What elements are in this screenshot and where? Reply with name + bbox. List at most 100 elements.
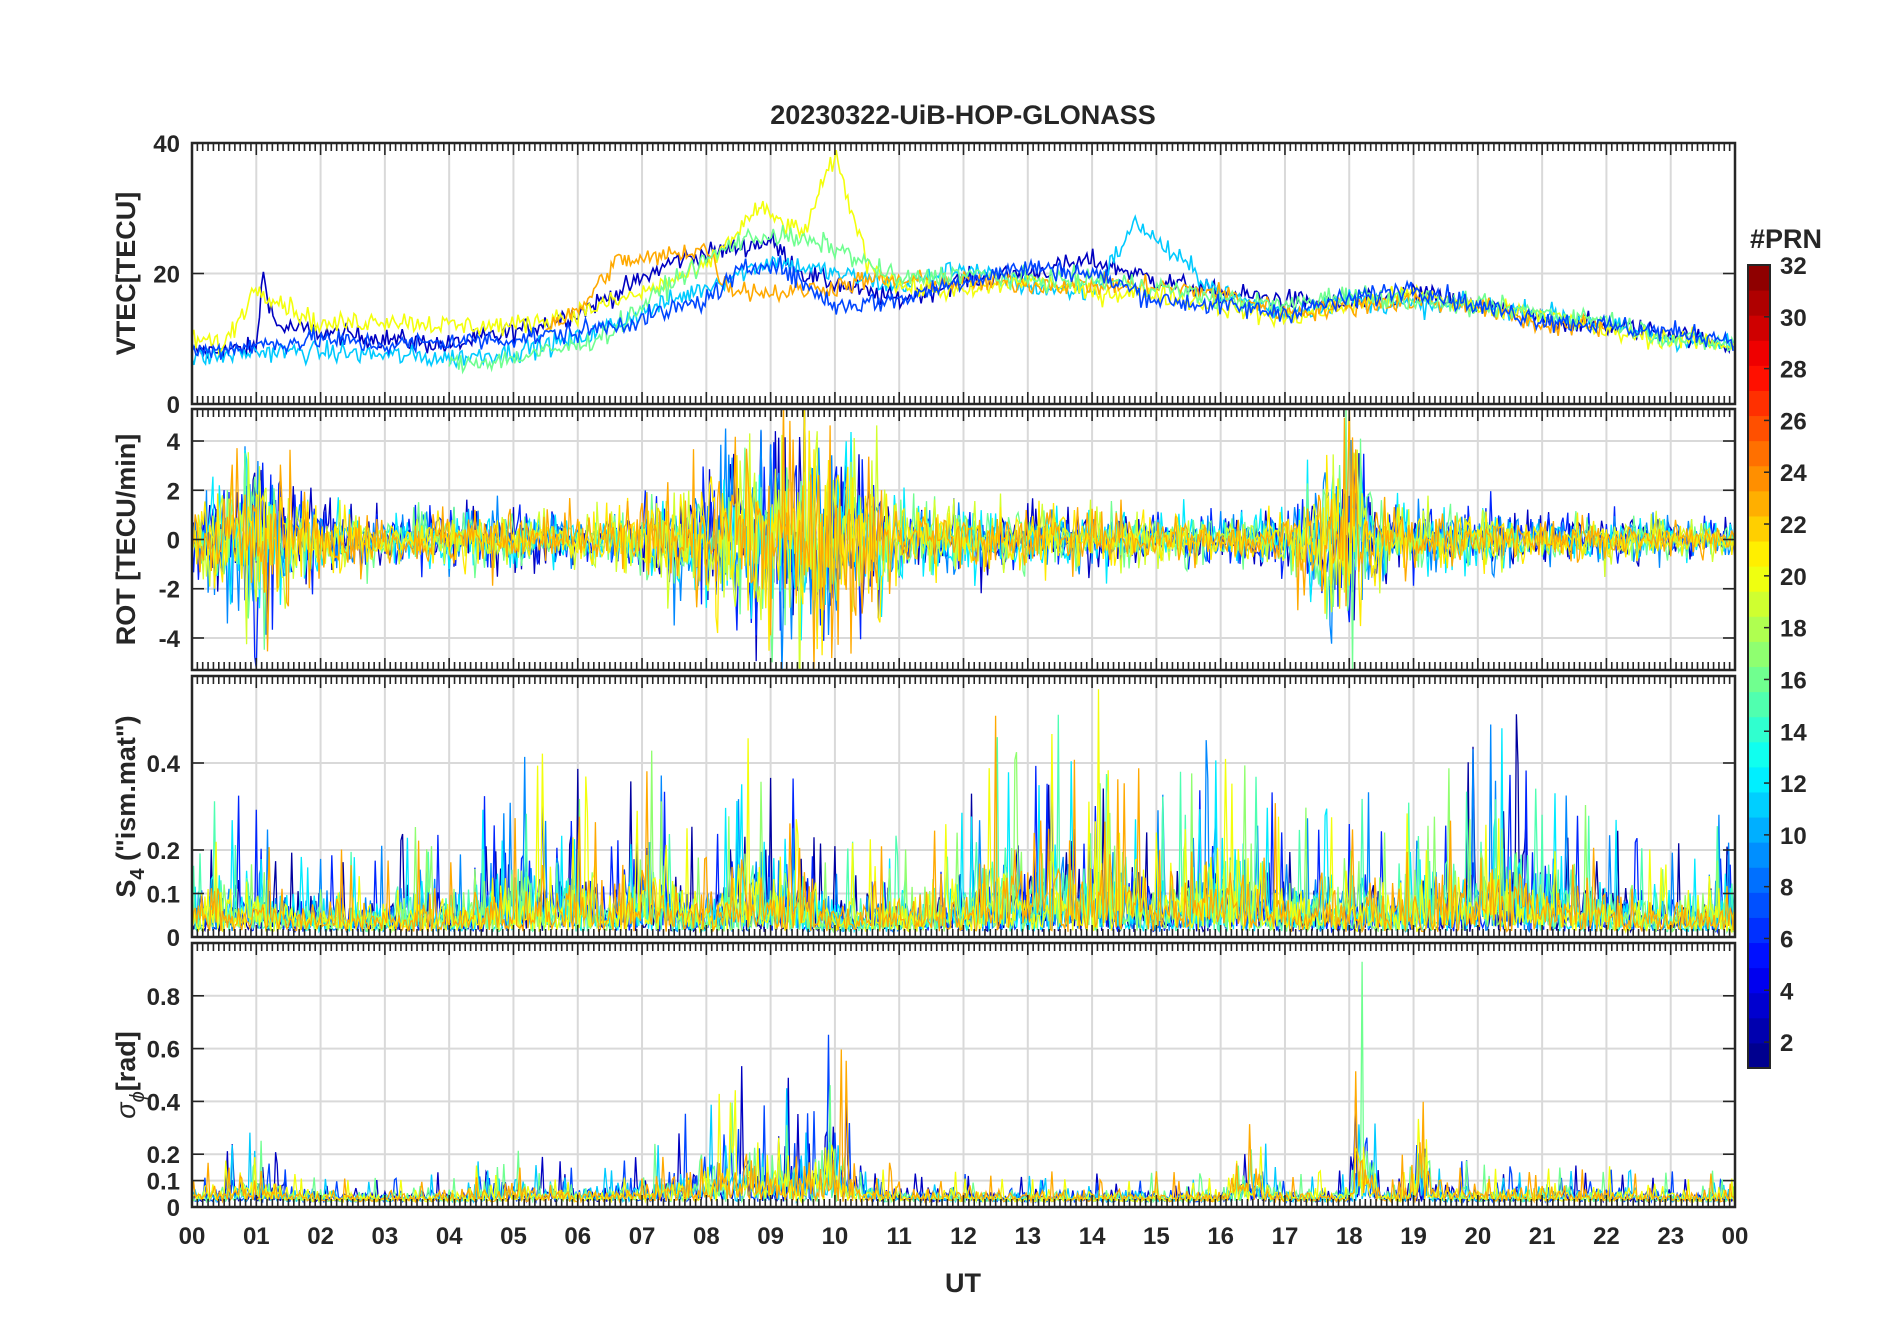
colorbar-segment — [1748, 741, 1770, 768]
colorbar-tick-label: 14 — [1780, 719, 1807, 746]
x-tick-label: 08 — [693, 1223, 720, 1250]
y-tick-label: -2 — [159, 577, 180, 604]
y-ticks — [192, 994, 1735, 1208]
colorbar-segment — [1748, 1042, 1770, 1069]
x-ticks — [191, 676, 1736, 937]
y-axis-label: VTEC[TECU] — [111, 192, 141, 356]
x-axis-label: UT — [945, 1268, 981, 1298]
colorbar-segment — [1748, 842, 1770, 868]
x-tick-label: 14 — [1079, 1223, 1106, 1250]
colorbar-segment — [1748, 666, 1770, 693]
colorbar-segment — [1748, 967, 1770, 994]
y-tick-label: 40 — [153, 131, 180, 158]
colorbar-tick-label: 28 — [1780, 357, 1807, 384]
y-axis-label: S4 ("ism.mat") — [111, 715, 149, 897]
y-tick-label: 0.2 — [147, 838, 180, 865]
x-tick-label: 20 — [1464, 1223, 1491, 1250]
colorbar-segment — [1748, 791, 1770, 818]
colorbar-segment — [1748, 641, 1770, 667]
colorbar-tick-label: 24 — [1780, 460, 1807, 487]
x-tick-label: 21 — [1529, 1223, 1556, 1250]
y-label-rest: ("ism.mat") — [111, 715, 141, 868]
y-tick-label: -4 — [159, 626, 181, 653]
colorbar-tick-label: 2 — [1780, 1030, 1793, 1057]
x-tick-label: 06 — [564, 1223, 591, 1250]
colorbar-segment — [1748, 340, 1770, 366]
colorbar-segment — [1748, 415, 1770, 442]
y-tick-label: 0.4 — [147, 751, 181, 778]
colorbar-tick-label: 18 — [1780, 616, 1807, 643]
colorbar-segment — [1748, 591, 1770, 617]
x-tick-label: 16 — [1207, 1223, 1234, 1250]
colorbar-segment — [1748, 566, 1770, 592]
x-tick-label: 05 — [500, 1223, 527, 1250]
y-label-subscript: 4 — [127, 868, 149, 880]
colorbar-segment — [1748, 942, 1770, 969]
x-tick-label: 03 — [372, 1223, 399, 1250]
grid — [192, 943, 1735, 1207]
colorbar-segment — [1748, 691, 1770, 718]
y-tick-label: 2 — [167, 478, 180, 505]
colorbar-tick-label: 32 — [1780, 253, 1807, 280]
y-ticks — [192, 440, 1735, 639]
x-tick-label: 12 — [950, 1223, 977, 1250]
panel-2: -4 -2 0 2 4 ROT [TECU/min] — [111, 407, 1737, 672]
y-tick-label: 0.6 — [147, 1037, 180, 1064]
colorbar-segment — [1748, 1017, 1770, 1044]
colorbar-segment — [1748, 716, 1770, 743]
x-tick-label: 22 — [1593, 1223, 1620, 1250]
x-ticks — [191, 143, 1736, 404]
x-tick-label: 10 — [822, 1223, 849, 1250]
data-lines — [192, 149, 1735, 375]
colorbar-segment — [1748, 917, 1770, 944]
panel-1: 0 20 40 VTEC[TECU] — [111, 131, 1737, 419]
colorbar-segment — [1748, 440, 1770, 467]
y-label-main: S — [111, 880, 141, 898]
y-tick-label: 0 — [167, 1195, 180, 1222]
x-tick-label: 11 — [887, 1223, 912, 1250]
series-prn-23 — [192, 409, 1735, 670]
colorbar-tick-label: 16 — [1780, 667, 1807, 694]
y-tick-label: 0.1 — [147, 882, 180, 909]
colorbar-segment — [1748, 465, 1770, 492]
y-label-main: σ — [111, 1101, 141, 1119]
colorbar-segment — [1748, 867, 1770, 893]
x-tick-label: 00 — [179, 1223, 206, 1250]
vtec-series-prn-11 — [192, 214, 1734, 369]
colorbar-segment — [1748, 390, 1770, 417]
x-tick-labels: 00 01 02 03 04 05 06 07 08 09 10 11 12 13 14 15 16 17 18 19… — [179, 1223, 1749, 1250]
chart-title: 20230322-UiB-HOP-GLONASS — [770, 100, 1156, 130]
y-ticks — [192, 762, 1735, 938]
x-tick-label: 04 — [436, 1223, 463, 1250]
y-tick-label: 0 — [167, 392, 180, 419]
x-tick-label: 19 — [1400, 1223, 1427, 1250]
y-tick-label: 0.8 — [147, 984, 180, 1011]
x-ticks — [191, 409, 1736, 670]
y-ticks — [192, 142, 1735, 405]
series-prn-16 — [192, 409, 1735, 670]
data-lines — [192, 409, 1735, 670]
y-label-rest: [rad] — [111, 1031, 141, 1091]
series-prn-21 — [192, 409, 1735, 656]
y-axis-label: ROT [TECU/min] — [111, 434, 141, 645]
y-tick-label: 0.4 — [147, 1089, 181, 1116]
colorbar-label: #PRN — [1750, 224, 1822, 254]
colorbar-segment — [1748, 265, 1770, 291]
colorbar-segment — [1748, 365, 1770, 391]
y-tick-label: 20 — [153, 262, 180, 289]
series-prn-12 — [192, 413, 1735, 641]
colorbar-segment — [1748, 541, 1770, 567]
colorbar-tick-label: 22 — [1780, 512, 1807, 539]
colorbar-segment — [1748, 290, 1770, 316]
series-prn-19 — [192, 425, 1735, 670]
x-tick-label: 17 — [1272, 1223, 1299, 1250]
x-tick-label: 15 — [1143, 1223, 1170, 1250]
colorbar-tick-label: 6 — [1780, 926, 1793, 953]
colorbar-tick-label: 12 — [1780, 771, 1807, 798]
y-tick-label: 0.2 — [147, 1142, 180, 1169]
y-tick-label: 4 — [167, 429, 181, 456]
colorbar-segment — [1748, 892, 1770, 918]
x-tick-label: 00 — [1722, 1223, 1749, 1250]
